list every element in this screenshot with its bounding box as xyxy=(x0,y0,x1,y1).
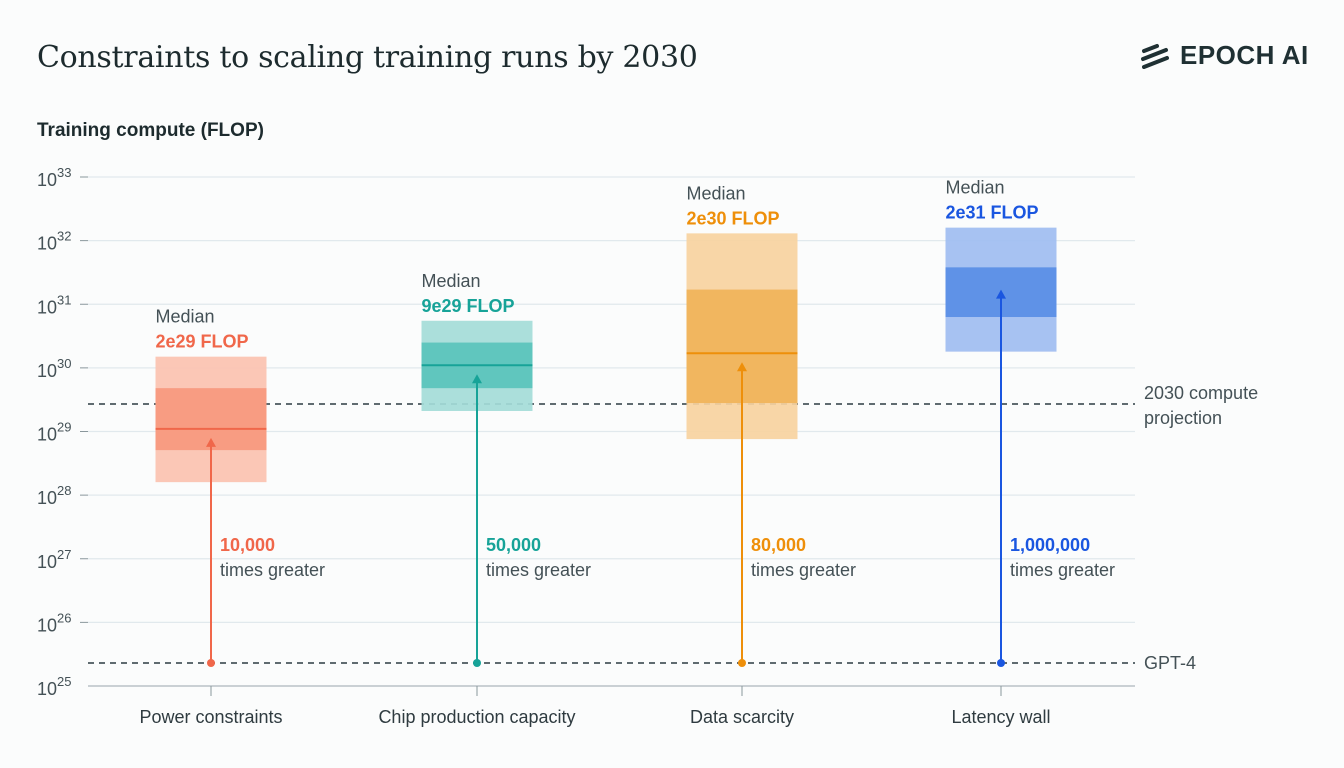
arrow-head xyxy=(206,437,216,447)
arrow-head xyxy=(996,289,1006,299)
multiplier-text: times greater xyxy=(486,560,591,580)
y-tick-label: 1030 xyxy=(37,356,72,381)
category-group: Median 2e31 FLOP 1,000,000 times greater Lat… xyxy=(945,178,1115,727)
epoch-ai-logo: EPOCH AI xyxy=(1140,40,1309,71)
x-category-label: Latency wall xyxy=(951,707,1050,727)
reference-line-label: 2030 compute xyxy=(1144,383,1258,403)
y-tick-exponent: 25 xyxy=(57,674,71,689)
multiplier-value: 50,000 xyxy=(486,535,541,555)
y-tick-label: 1026 xyxy=(37,610,72,635)
y-tick-base: 10 xyxy=(37,425,57,445)
y-tick-base: 10 xyxy=(37,361,57,381)
y-tick-exponent: 27 xyxy=(57,547,71,562)
median-heading: Median xyxy=(687,183,746,203)
reference-line-label: GPT-4 xyxy=(1144,653,1196,673)
arrow-head xyxy=(472,374,482,384)
y-tick-label: 1025 xyxy=(37,674,72,699)
arrow-origin-dot xyxy=(473,658,481,667)
multiplier-value: 80,000 xyxy=(751,535,806,555)
multiplier-value: 1,000,000 xyxy=(1010,535,1090,555)
logo-text: EPOCH AI xyxy=(1180,40,1309,70)
multiplier-text: times greater xyxy=(1010,560,1115,580)
median-value-label: 9e29 FLOP xyxy=(422,296,515,316)
y-tick-exponent: 32 xyxy=(57,229,71,244)
x-category-label: Chip production capacity xyxy=(378,707,575,727)
y-tick-exponent: 33 xyxy=(57,165,71,180)
category-group: Median 2e29 FLOP 10,000 times greater Power … xyxy=(139,307,325,727)
median-heading: Median xyxy=(156,307,215,327)
y-tick-exponent: 28 xyxy=(57,483,71,498)
epoch-logo-icon xyxy=(1141,43,1169,69)
arrow-head xyxy=(737,362,747,372)
median-value-label: 2e31 FLOP xyxy=(946,203,1039,223)
y-tick-exponent: 30 xyxy=(57,356,71,371)
x-category-label: Power constraints xyxy=(139,707,282,727)
y-tick-base: 10 xyxy=(37,488,57,508)
y-tick-label: 1028 xyxy=(37,483,72,508)
category-group: Median 9e29 FLOP 50,000 times greater Chip p… xyxy=(378,271,591,727)
arrow-origin-dot xyxy=(207,658,215,667)
arrow-origin-dot xyxy=(738,658,746,667)
category-group: Median 2e30 FLOP 80,000 times greater Data s… xyxy=(686,183,856,727)
y-tick-label: 1029 xyxy=(37,420,72,445)
y-tick-base: 10 xyxy=(37,234,57,254)
y-tick-label: 1033 xyxy=(37,165,72,190)
y-tick-exponent: 29 xyxy=(57,420,71,435)
reference-line-label: projection xyxy=(1144,408,1222,428)
multiplier-text: times greater xyxy=(220,560,325,580)
y-tick-base: 10 xyxy=(37,170,57,190)
y-tick-base: 10 xyxy=(37,297,57,317)
y-tick-label: 1032 xyxy=(37,229,72,254)
y-axis-label: Training compute (FLOP) xyxy=(37,120,264,141)
median-heading: Median xyxy=(946,178,1005,198)
median-value-label: 2e30 FLOP xyxy=(687,208,780,228)
y-tick-base: 10 xyxy=(37,679,57,699)
median-value-label: 2e29 FLOP xyxy=(156,332,249,352)
x-category-label: Data scarcity xyxy=(690,707,794,727)
y-tick-label: 1031 xyxy=(37,292,72,317)
multiplier-value: 10,000 xyxy=(220,535,275,555)
arrow-origin-dot xyxy=(997,658,1005,667)
median-heading: Median xyxy=(422,271,481,291)
y-tick-base: 10 xyxy=(37,552,57,572)
y-tick-label: 1027 xyxy=(37,547,72,572)
y-tick-exponent: 31 xyxy=(57,292,71,307)
multiplier-text: times greater xyxy=(751,560,856,580)
y-tick-base: 10 xyxy=(37,615,57,635)
y-tick-exponent: 26 xyxy=(57,610,71,625)
chart-title: Constraints to scaling training runs by … xyxy=(37,40,698,75)
